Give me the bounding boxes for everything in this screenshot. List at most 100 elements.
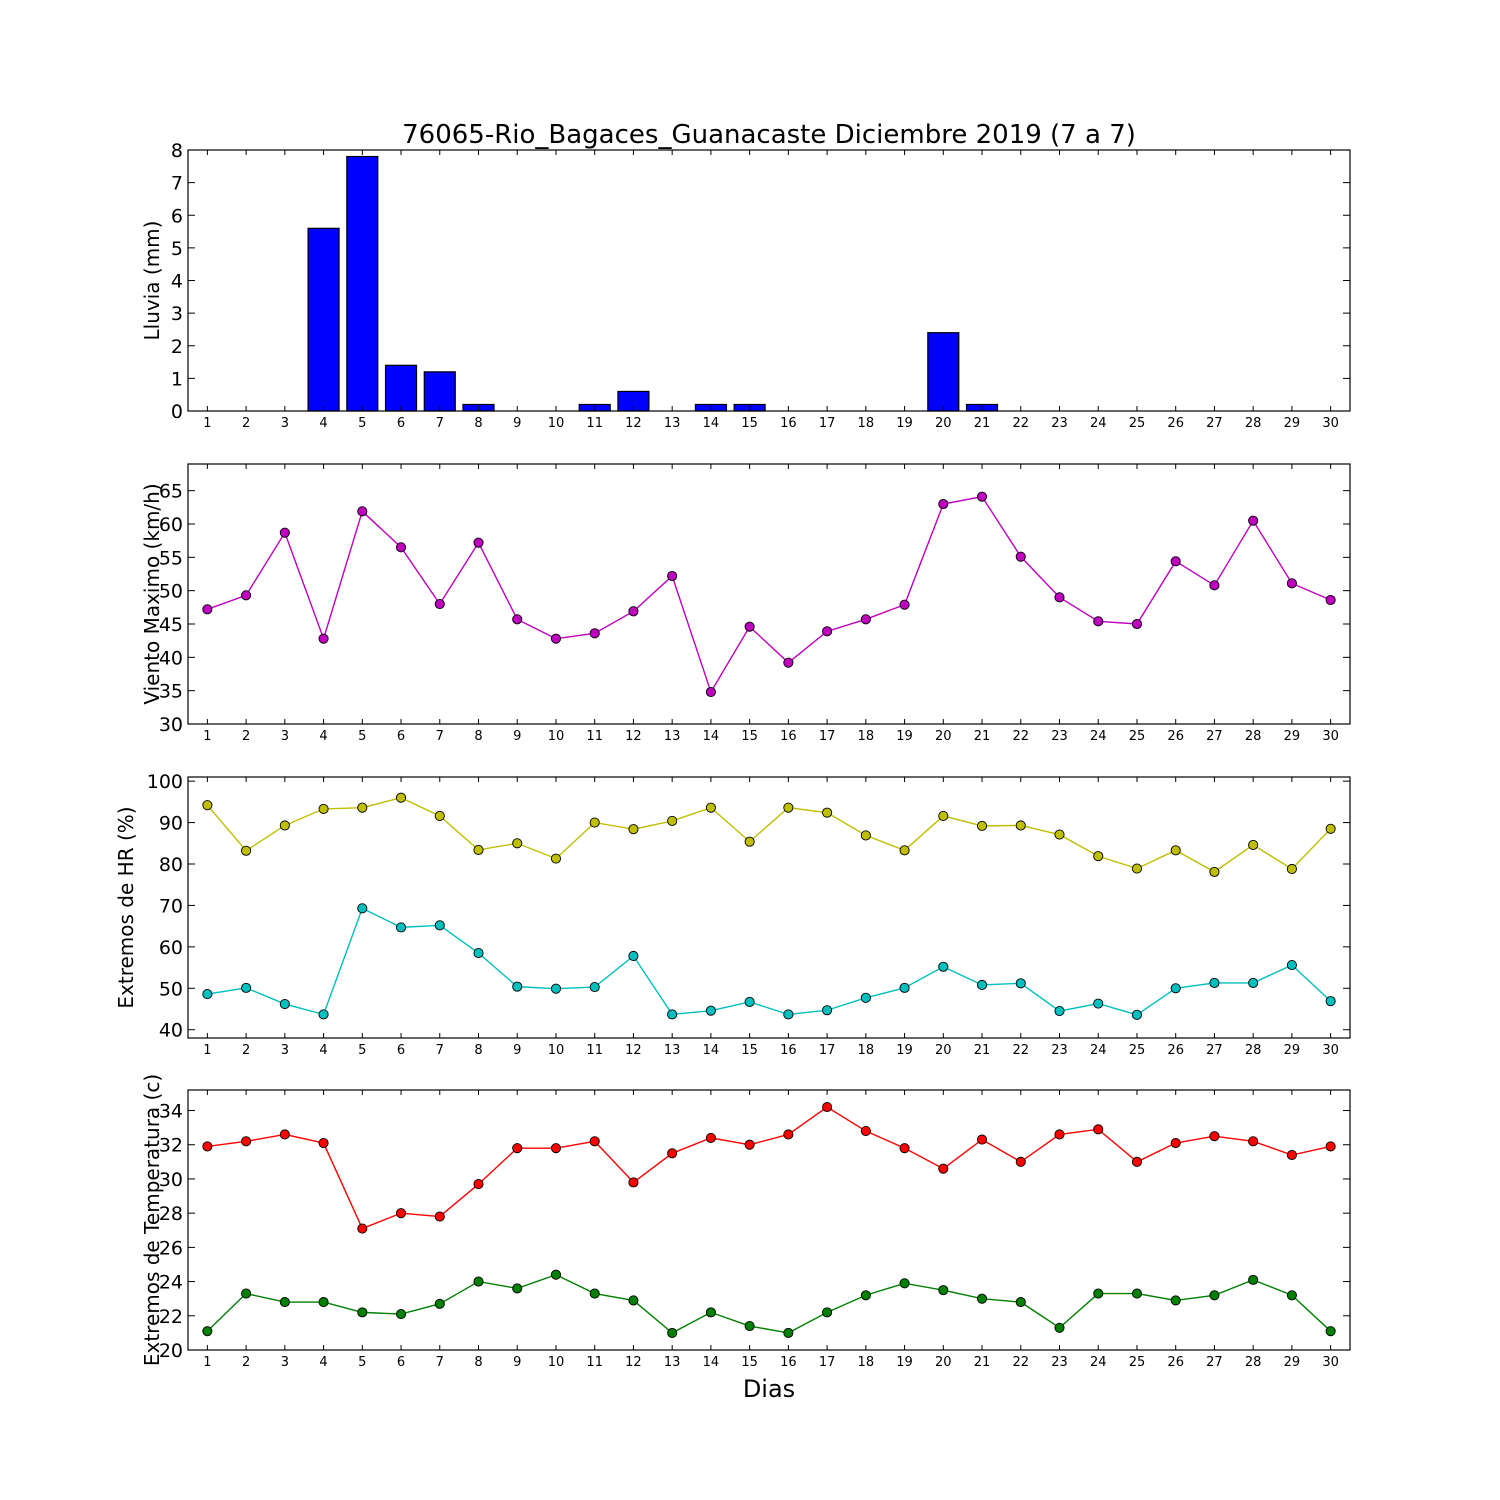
y-tick-label: 4 bbox=[171, 271, 183, 293]
data-point bbox=[1054, 829, 1065, 840]
data-point bbox=[705, 1307, 716, 1318]
x-tick-label: 6 bbox=[397, 416, 405, 431]
data-point bbox=[667, 1148, 678, 1159]
data-point bbox=[938, 1163, 949, 1174]
axes-frame bbox=[187, 776, 1351, 1039]
x-tick-label: 13 bbox=[664, 1355, 681, 1370]
data-point bbox=[1170, 845, 1181, 856]
data-point bbox=[318, 633, 329, 644]
data-point bbox=[1248, 1274, 1259, 1285]
x-tick-label: 1 bbox=[203, 1355, 211, 1370]
bar bbox=[346, 155, 379, 412]
y-tick-label: 2 bbox=[171, 336, 183, 358]
x-tick-label: 21 bbox=[974, 1355, 991, 1370]
y-tick-label: 0 bbox=[171, 401, 183, 423]
y-axis-label: Extremos de HR (%) bbox=[114, 806, 138, 1008]
data-point bbox=[1325, 1326, 1336, 1337]
x-tick-label: 27 bbox=[1206, 1355, 1223, 1370]
bar bbox=[423, 371, 456, 412]
data-point bbox=[1248, 1136, 1259, 1147]
x-tick-label: 3 bbox=[281, 416, 289, 431]
x-tick-label: 17 bbox=[819, 1043, 836, 1058]
x-tick-label: 17 bbox=[819, 729, 836, 744]
data-point bbox=[667, 570, 678, 582]
y-tick-label: 50 bbox=[159, 978, 183, 1000]
subplot-1: 1 2 3 4 5 6 7 8 9 10 11 12 13 14 15 16 17 18 19 20 21 22 23 24 2… bbox=[140, 140, 1351, 431]
series-line bbox=[207, 495, 1331, 694]
data-point bbox=[1325, 823, 1336, 834]
x-tick-label: 21 bbox=[974, 416, 991, 431]
data-point bbox=[279, 998, 290, 1010]
x-tick-label: 30 bbox=[1322, 416, 1339, 431]
data-point bbox=[976, 820, 988, 831]
data-point bbox=[1093, 1124, 1104, 1135]
x-tick-label: 10 bbox=[548, 416, 565, 431]
data-point bbox=[1209, 1290, 1220, 1301]
data-point bbox=[395, 922, 407, 933]
data-point bbox=[1209, 580, 1220, 591]
data-point bbox=[783, 802, 794, 813]
data-point bbox=[434, 810, 445, 821]
x-tick-label: 20 bbox=[935, 1355, 952, 1370]
x-tick-label: 22 bbox=[1012, 729, 1029, 744]
x-tick-label: 30 bbox=[1322, 729, 1339, 744]
x-tick-label: 9 bbox=[513, 416, 521, 431]
data-point bbox=[1093, 851, 1104, 862]
data-point bbox=[1286, 863, 1297, 875]
data-point bbox=[1170, 983, 1181, 994]
data-point bbox=[938, 1285, 949, 1296]
data-point bbox=[434, 598, 445, 610]
data-point bbox=[976, 1134, 988, 1145]
x-tick-label: 2 bbox=[242, 416, 250, 431]
data-point bbox=[705, 802, 716, 813]
data-point bbox=[822, 1102, 833, 1113]
chart-title: 76065-Rio_Bagaces_Guanacaste Diciembre 2… bbox=[402, 120, 1136, 150]
data-point bbox=[550, 1143, 562, 1154]
x-tick-label: 4 bbox=[319, 729, 327, 744]
axes-frame bbox=[187, 463, 1351, 725]
x-tick-label: 11 bbox=[586, 1043, 603, 1058]
x-tick-label: 21 bbox=[974, 1043, 991, 1058]
x-tick-label: 8 bbox=[474, 729, 482, 744]
x-tick-label: 24 bbox=[1090, 416, 1107, 431]
x-tick-label: 28 bbox=[1245, 1043, 1262, 1058]
subplot-3: 1 2 3 4 5 6 7 8 9 10 11 12 13 14 15 16 17 18 19 20 21 22 23 24 2… bbox=[114, 771, 1351, 1058]
x-tick-label: 26 bbox=[1167, 1355, 1184, 1370]
series-line bbox=[207, 907, 1332, 1016]
data-point bbox=[976, 979, 988, 991]
data-point bbox=[434, 920, 445, 931]
x-tick-label: 8 bbox=[474, 1043, 482, 1058]
y-tick-label: 100 bbox=[147, 771, 183, 793]
subplots: 1 2 3 4 5 6 7 8 9 10 11 12 13 14 15 16 17 18 19 20 21 22 23 24 2… bbox=[114, 140, 1351, 1370]
data-point bbox=[822, 626, 833, 637]
x-tick-label: 19 bbox=[896, 729, 913, 744]
data-point bbox=[667, 1009, 678, 1020]
x-tick-label: 9 bbox=[513, 1355, 521, 1370]
x-tick-label: 4 bbox=[319, 1355, 327, 1370]
y-tick-label: 20 bbox=[159, 1340, 183, 1362]
y-tick-label: 55 bbox=[159, 547, 183, 569]
series-line bbox=[206, 1273, 1332, 1334]
data-point bbox=[512, 1283, 523, 1294]
data-point bbox=[1131, 1288, 1143, 1299]
x-tick-label: 10 bbox=[548, 1355, 565, 1370]
data-point bbox=[783, 657, 794, 668]
data-point bbox=[860, 614, 871, 625]
x-tick-label: 9 bbox=[513, 1043, 521, 1058]
x-tick-label: 25 bbox=[1129, 729, 1146, 744]
x-tick-label: 16 bbox=[780, 729, 797, 744]
x-tick-label: 21 bbox=[974, 729, 991, 744]
axes-frame bbox=[187, 1089, 1351, 1351]
x-tick-label: 14 bbox=[703, 1355, 720, 1370]
x-tick-label: 16 bbox=[780, 1355, 797, 1370]
y-tick-label: 60 bbox=[159, 937, 183, 959]
y-tick-label: 6 bbox=[171, 205, 183, 227]
x-tick-label: 22 bbox=[1012, 1043, 1029, 1058]
data-point bbox=[357, 1223, 368, 1234]
data-point bbox=[1286, 960, 1297, 971]
data-point bbox=[899, 845, 910, 856]
data-point bbox=[589, 628, 600, 639]
data-point bbox=[1131, 1009, 1143, 1020]
x-tick-label: 16 bbox=[780, 416, 797, 431]
line-series bbox=[202, 1102, 1336, 1234]
